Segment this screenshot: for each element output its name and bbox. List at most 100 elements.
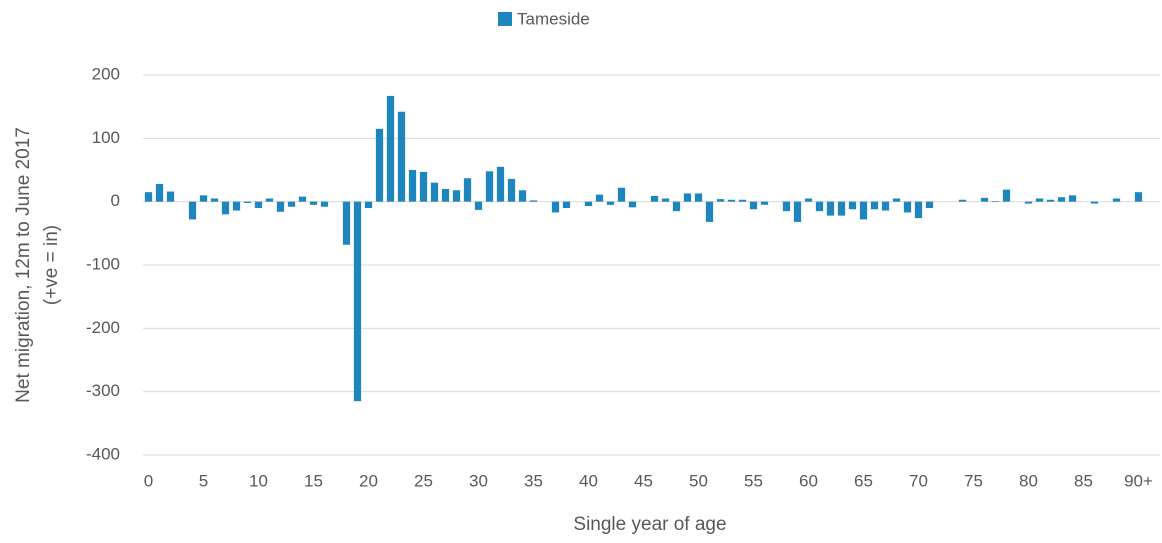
bar <box>650 195 659 202</box>
bar <box>826 201 835 216</box>
x-tick-label: 80 <box>1019 471 1038 490</box>
bar <box>1035 198 1044 202</box>
bar <box>276 201 285 212</box>
bar <box>738 199 747 202</box>
bar <box>342 201 351 245</box>
bar <box>683 193 692 202</box>
bar <box>727 199 736 202</box>
bar <box>298 196 307 202</box>
legend-swatch <box>498 12 512 26</box>
bar <box>232 201 241 211</box>
bar <box>1112 198 1121 202</box>
bar <box>430 182 439 202</box>
x-tick-label: 55 <box>744 471 763 490</box>
bar <box>529 200 538 202</box>
bar <box>1046 199 1055 202</box>
bar <box>617 187 626 202</box>
bar <box>760 201 769 205</box>
bar <box>265 198 274 202</box>
bar <box>749 201 758 210</box>
bar <box>452 190 461 202</box>
bar <box>782 201 791 212</box>
bar <box>386 95 395 202</box>
bar <box>628 201 637 208</box>
bar <box>463 178 472 202</box>
bar <box>309 201 318 205</box>
x-tick-label: 50 <box>689 471 708 490</box>
y-tick-label: -300 <box>86 381 120 400</box>
x-tick-label: 40 <box>579 471 598 490</box>
bar <box>441 189 450 202</box>
bar <box>716 199 725 202</box>
bar <box>397 111 406 202</box>
x-tick-label: 30 <box>469 471 488 490</box>
bar <box>606 201 615 205</box>
bar <box>991 201 1000 202</box>
x-tick-label: 45 <box>634 471 653 490</box>
bar <box>419 171 428 202</box>
y-tick-label: -200 <box>86 318 120 337</box>
y-axis-label: Net migration, 12m to June 2017 <box>13 127 34 403</box>
bar <box>804 198 813 202</box>
bar <box>364 201 373 208</box>
x-tick-label: 20 <box>359 471 378 490</box>
bar <box>243 201 252 203</box>
bar <box>870 201 879 210</box>
y-tick-label: 200 <box>92 64 120 83</box>
bar <box>221 201 230 215</box>
bar <box>661 198 670 202</box>
bar <box>672 201 681 212</box>
bar <box>199 195 208 202</box>
x-tick-label: 5 <box>199 471 208 490</box>
bar <box>1068 195 1077 202</box>
bar <box>881 201 890 211</box>
x-tick-label: 35 <box>524 471 543 490</box>
bar <box>1134 192 1143 202</box>
x-tick-label: 90+ <box>1124 471 1153 490</box>
bar <box>958 199 967 202</box>
bar <box>705 201 714 222</box>
bar <box>254 201 263 208</box>
bar <box>837 201 846 216</box>
x-tick-label: 70 <box>909 471 928 490</box>
bar <box>1002 189 1011 202</box>
x-tick-label: 60 <box>799 471 818 490</box>
x-tick-label: 85 <box>1074 471 1093 490</box>
bar <box>1090 201 1099 204</box>
bar <box>507 178 516 202</box>
x-axis-label: Single year of age <box>573 514 726 535</box>
y-tick-label: 0 <box>111 191 120 210</box>
y-axis-label: (+ve = in) <box>41 225 62 305</box>
bar <box>551 201 560 213</box>
bar <box>408 170 417 202</box>
bar <box>815 201 824 212</box>
bar <box>166 191 175 202</box>
bar <box>1024 201 1033 204</box>
bar <box>496 166 505 202</box>
bar <box>595 194 604 202</box>
bar <box>188 201 197 220</box>
bar <box>144 192 153 202</box>
bar <box>980 197 989 202</box>
bar <box>925 201 934 208</box>
bar <box>485 171 494 202</box>
x-tick-label: 0 <box>144 471 153 490</box>
bar <box>155 183 164 202</box>
bar <box>210 198 219 202</box>
bar <box>694 193 703 202</box>
bar <box>474 201 483 210</box>
bar <box>903 201 912 213</box>
legend-label: Tameside <box>517 9 590 28</box>
bar <box>584 201 593 207</box>
bar <box>320 201 329 207</box>
bar <box>353 201 362 402</box>
bar <box>287 201 296 207</box>
x-tick-label: 75 <box>964 471 983 490</box>
bar <box>914 201 923 219</box>
bar <box>375 128 384 202</box>
y-tick-label: -400 <box>86 444 120 463</box>
bar <box>518 190 527 202</box>
bar <box>892 198 901 202</box>
bar <box>1057 197 1066 202</box>
